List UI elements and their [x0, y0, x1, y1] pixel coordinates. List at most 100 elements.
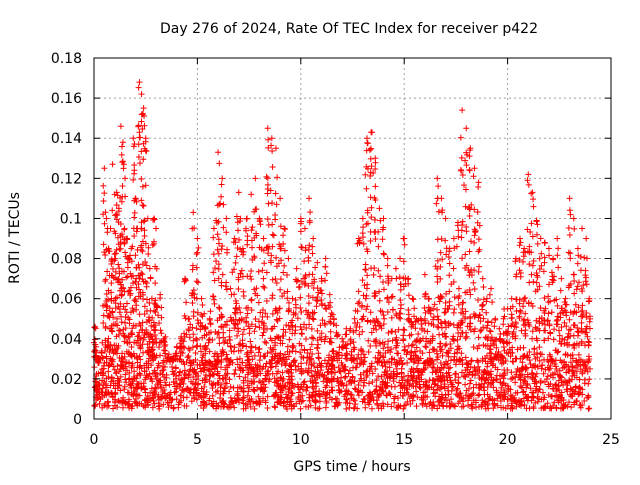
data-point: [495, 392, 502, 399]
data-point: [467, 291, 474, 298]
data-point: [156, 344, 163, 351]
data-point: [350, 339, 357, 346]
data-point: [168, 356, 175, 363]
data-point: [239, 340, 246, 347]
data-point: [360, 369, 367, 376]
data-point: [577, 253, 584, 260]
data-point: [272, 275, 279, 282]
data-point: [532, 288, 539, 295]
data-point: [439, 209, 446, 216]
data-point: [306, 242, 313, 249]
data-point: [543, 376, 550, 383]
data-point: [517, 372, 524, 379]
data-point: [143, 280, 150, 287]
data-point: [150, 319, 157, 326]
data-point: [259, 307, 266, 314]
data-point: [277, 386, 284, 393]
data-point: [541, 356, 548, 363]
data-point: [406, 332, 413, 339]
data-point: [274, 382, 281, 389]
data-point: [119, 276, 126, 283]
data-point: [248, 307, 255, 314]
data-point: [563, 312, 570, 319]
data-point: [487, 380, 494, 387]
data-point: [138, 242, 145, 249]
data-point: [384, 368, 391, 374]
data-point: [192, 350, 199, 357]
data-point: [229, 398, 236, 405]
data-point: [338, 381, 345, 388]
data-point: [206, 348, 213, 355]
data-point: [203, 359, 210, 366]
data-point: [522, 310, 529, 317]
data-point: [284, 394, 291, 401]
data-point: [104, 338, 111, 345]
data-point: [475, 183, 482, 190]
data-point: [186, 346, 193, 353]
data-point: [247, 338, 254, 345]
data-point: [413, 403, 420, 410]
data-point: [397, 310, 404, 317]
data-point: [144, 296, 151, 303]
data-point: [148, 375, 155, 382]
data-point: [475, 236, 482, 243]
data-point: [141, 122, 148, 129]
data-point: [319, 290, 326, 297]
data-point: [147, 307, 154, 314]
y-tick-label: 0.08: [51, 252, 82, 268]
data-point: [435, 316, 442, 323]
data-point: [103, 353, 110, 360]
data-point: [472, 229, 479, 236]
data-point: [521, 402, 528, 409]
data-point: [446, 288, 453, 295]
data-point: [142, 397, 149, 404]
data-point: [231, 266, 238, 273]
data-point: [526, 279, 533, 286]
data-point: [122, 249, 129, 256]
data-point: [136, 370, 143, 377]
data-point: [508, 311, 515, 318]
data-point: [301, 321, 308, 328]
data-point: [528, 190, 535, 197]
data-point: [216, 160, 223, 167]
data-point: [136, 311, 143, 318]
data-point: [553, 366, 560, 373]
data-point: [145, 402, 152, 409]
data-point: [533, 217, 540, 224]
data-point: [386, 364, 393, 371]
data-point: [112, 389, 119, 396]
data-point: [271, 355, 278, 362]
data-point: [185, 327, 192, 334]
data-point: [251, 234, 258, 241]
data-point: [585, 392, 592, 399]
data-point: [463, 329, 470, 336]
data-point: [409, 341, 416, 348]
data-point: [102, 278, 109, 285]
data-point: [218, 311, 225, 318]
data-point: [130, 308, 137, 315]
data-point: [574, 245, 581, 252]
data-point: [140, 295, 147, 302]
data-point: [450, 402, 457, 409]
data-point: [514, 365, 521, 372]
data-point: [533, 231, 540, 238]
data-point: [536, 327, 543, 334]
data-point: [126, 375, 133, 382]
data-point: [405, 307, 412, 314]
data-point: [380, 250, 387, 257]
data-point: [402, 346, 409, 353]
data-point: [181, 367, 188, 374]
data-point: [136, 264, 143, 271]
data-point: [170, 371, 177, 378]
data-point: [316, 393, 323, 400]
data-point: [383, 392, 390, 399]
data-point: [446, 260, 453, 267]
data-point: [140, 336, 147, 343]
data-point: [113, 315, 120, 322]
data-point: [135, 261, 142, 268]
data-point: [297, 368, 304, 375]
data-point: [434, 306, 441, 313]
data-point: [312, 388, 319, 395]
data-point: [447, 345, 454, 352]
data-point: [409, 321, 416, 328]
